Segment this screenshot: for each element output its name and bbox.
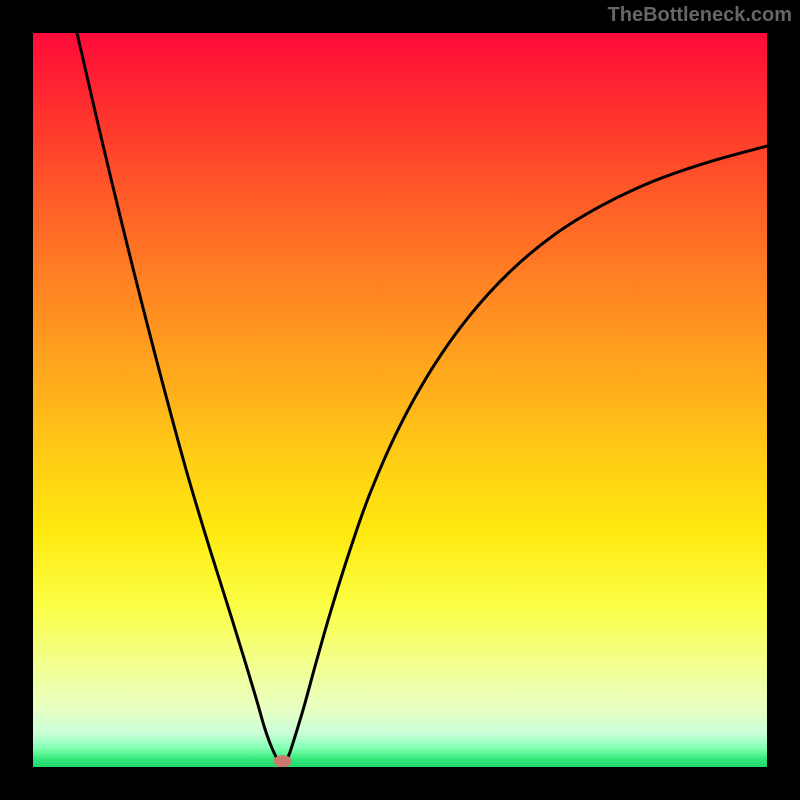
chart-container: TheBottleneck.com [0,0,800,800]
plot-area [33,33,767,767]
bottleneck-chart [0,0,800,800]
watermark-text: TheBottleneck.com [608,4,792,27]
minimum-marker [274,755,292,767]
